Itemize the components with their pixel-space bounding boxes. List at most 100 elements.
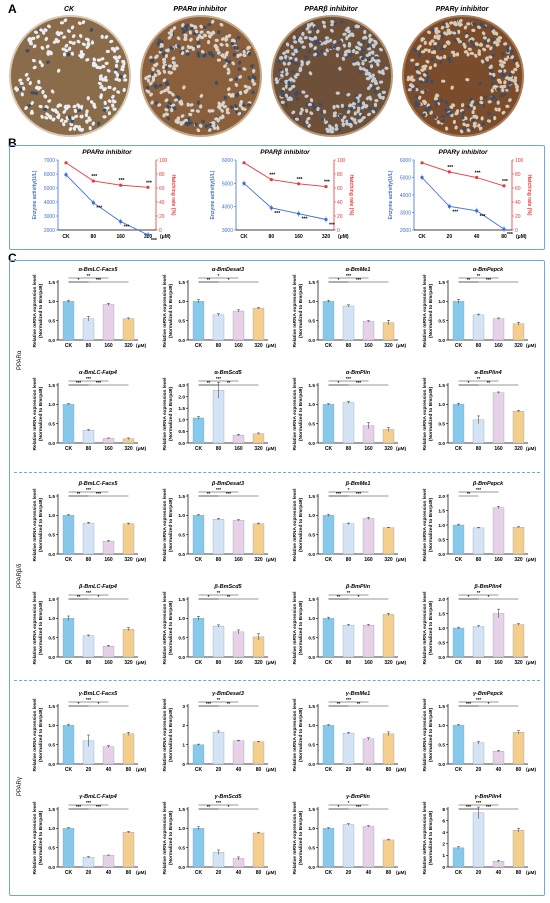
egg — [491, 37, 495, 42]
egg — [284, 79, 289, 84]
egg — [72, 104, 77, 109]
egg — [78, 127, 83, 132]
egg — [324, 36, 330, 40]
egg — [423, 40, 427, 45]
egg — [509, 78, 515, 82]
chart-title: γ-BmMe1 — [346, 691, 370, 697]
y-tick-label: 1.0 — [308, 826, 315, 832]
x-tick-label: CK — [455, 446, 463, 452]
y-tick-label: 0.0 — [308, 762, 315, 768]
y-tick-label: 0.5 — [438, 537, 445, 543]
egg — [92, 57, 96, 62]
bar — [472, 527, 485, 555]
egg — [104, 61, 109, 66]
bar-chart: α-BmMe1 Relative mRNA expression level (No… — [292, 267, 407, 349]
egg — [40, 63, 44, 68]
egg — [243, 90, 248, 94]
egg — [22, 86, 26, 91]
egg — [441, 79, 446, 83]
egg — [309, 98, 314, 103]
egg — [196, 128, 201, 133]
y-axis-label-norm: (Normalized to Bmrp49) — [298, 601, 304, 656]
sig-label: * — [468, 594, 470, 599]
bar — [382, 527, 395, 555]
left-tick-label: 6000 — [222, 158, 233, 164]
bar — [382, 614, 395, 658]
egg — [167, 90, 172, 95]
egg — [220, 103, 225, 107]
egg — [346, 109, 351, 114]
enzyme-point — [242, 181, 246, 185]
right-tick-label: 0 — [515, 228, 518, 234]
sig-label: * — [488, 594, 490, 599]
egg — [472, 106, 476, 111]
bar — [452, 301, 465, 341]
egg — [320, 49, 324, 54]
egg — [286, 97, 291, 102]
egg — [176, 120, 180, 125]
sig-label: *** — [336, 491, 342, 496]
egg — [429, 110, 433, 115]
egg — [368, 33, 372, 38]
x-tick-label: 20 — [476, 870, 482, 876]
chart-title: PPARβ inhibitor — [260, 149, 310, 156]
bar — [192, 417, 205, 444]
egg — [365, 96, 370, 101]
egg — [306, 24, 312, 28]
egg — [237, 67, 242, 72]
egg — [430, 79, 434, 84]
egg — [508, 98, 512, 103]
egg — [161, 65, 166, 70]
bar — [212, 519, 225, 555]
y-tick-label: 0.5 — [438, 318, 445, 324]
egg — [446, 28, 451, 33]
right-tick-label: 20 — [337, 214, 343, 220]
egg — [343, 105, 348, 110]
x-tick-label: 40 — [236, 870, 242, 876]
x-tick-label: CK — [65, 343, 73, 349]
y-tick-label: 1.5 — [48, 807, 55, 813]
egg — [480, 59, 485, 64]
egg — [367, 86, 371, 91]
left-axis-label: Enzyme activity(U/L) — [32, 170, 38, 219]
sig-label: * — [218, 273, 220, 278]
bar — [102, 304, 115, 341]
egg — [380, 70, 385, 75]
egg — [156, 41, 160, 46]
egg — [162, 51, 166, 56]
egg — [164, 53, 169, 59]
egg — [294, 117, 300, 121]
egg — [239, 101, 243, 106]
egg — [305, 120, 309, 125]
sig-label: *** — [86, 697, 92, 702]
egg — [149, 92, 153, 97]
egg — [445, 40, 450, 44]
sig-label: ** — [217, 697, 221, 702]
bar — [212, 390, 225, 444]
egg — [472, 123, 477, 128]
egg — [227, 33, 232, 38]
egg — [487, 100, 492, 104]
egg — [422, 113, 426, 118]
enzyme-point — [297, 212, 301, 216]
bar — [362, 738, 375, 765]
enzyme-point — [447, 204, 451, 208]
enzyme-point — [91, 201, 95, 205]
egg — [226, 67, 231, 72]
sig-label: ** — [357, 701, 361, 706]
egg — [371, 73, 375, 78]
egg — [464, 34, 469, 39]
egg — [336, 46, 341, 50]
y-tick-label: 1.0 — [48, 616, 55, 622]
x-tick-label: 160 — [494, 660, 503, 666]
egg — [33, 30, 39, 35]
sig-label: * — [208, 594, 210, 599]
y-tick-label: 0.0 — [438, 338, 445, 344]
y-tick-label: 0.5 — [308, 421, 315, 427]
egg — [349, 123, 353, 128]
egg — [478, 126, 483, 131]
egg — [296, 90, 300, 95]
egg — [18, 78, 23, 82]
egg — [293, 40, 298, 44]
egg — [361, 40, 366, 45]
